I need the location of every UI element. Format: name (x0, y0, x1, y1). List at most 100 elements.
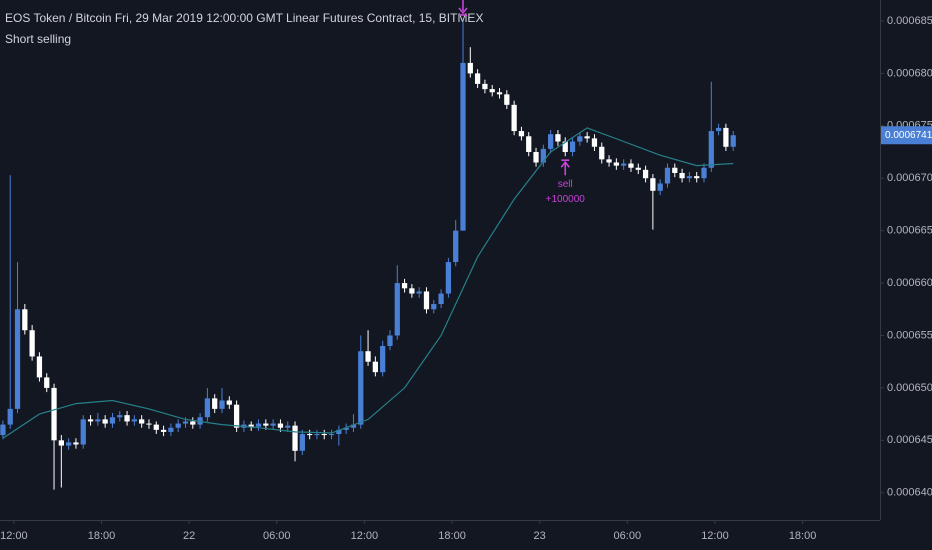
candle-body (715, 127, 722, 132)
candle-body (7, 408, 13, 425)
candle-body (139, 419, 145, 424)
candle-body (314, 434, 320, 436)
candle-body (307, 434, 313, 436)
candle-body (650, 178, 656, 191)
candle-body (613, 162, 619, 166)
candle-body (548, 134, 554, 149)
candle-body (423, 291, 430, 310)
candle-body (343, 427, 349, 430)
candle-body (730, 135, 736, 147)
candle-body (124, 415, 130, 422)
candle-body (146, 423, 152, 425)
candle-body (117, 415, 123, 418)
candle-body (438, 293, 444, 305)
moving-average-line (2, 127, 734, 439)
candle-body (44, 377, 50, 388)
candle-body (365, 351, 371, 362)
candle-body (569, 141, 576, 153)
x-tick-label: 18:00 (438, 530, 466, 542)
candle-body (248, 424, 254, 427)
x-tick-label: 22 (183, 530, 195, 542)
candle-body (599, 146, 605, 160)
candle-body (219, 400, 225, 409)
candle-body (708, 131, 714, 168)
candle-body (80, 419, 86, 445)
candle-body (131, 419, 138, 422)
candle-body (416, 291, 422, 294)
annotation-arrow (458, 0, 468, 16)
x-tick-label: 12:00 (701, 530, 729, 542)
annotation-note: +100000 (546, 194, 586, 205)
x-tick-label: 23 (534, 530, 546, 542)
candle-body (555, 134, 561, 142)
x-tick-label: 18:00 (789, 530, 817, 542)
candle-body (299, 434, 305, 451)
annotation-label: sell (558, 179, 573, 190)
candle-body (584, 136, 590, 139)
candle-body (87, 419, 94, 422)
candle-body (723, 127, 729, 147)
last-price-label: 0.0006741 (885, 130, 932, 141)
candle-body (460, 62, 466, 231)
x-tick-label: 06:00 (614, 530, 642, 542)
candle-body (496, 92, 503, 95)
candle-body (504, 94, 510, 105)
candle-body (285, 425, 291, 428)
candle-body (168, 427, 174, 432)
candle-body (255, 423, 262, 427)
candle-body (380, 345, 386, 373)
candle-body (350, 424, 357, 428)
candle-body (212, 398, 218, 409)
candle-body (489, 89, 495, 93)
candle-body (701, 167, 707, 179)
candle-body (336, 429, 342, 435)
last-price-box (881, 126, 932, 145)
candle-body (621, 163, 627, 166)
candle-body (482, 83, 488, 90)
candle-body (474, 73, 481, 84)
candle-body (95, 419, 101, 422)
candle-body (292, 425, 298, 451)
candle-body (190, 421, 196, 425)
candle-body (29, 330, 35, 357)
candle-body (664, 167, 671, 184)
candle-body (58, 440, 64, 446)
candle-body (635, 167, 641, 170)
candle-body (577, 136, 583, 142)
candle-body (263, 423, 269, 426)
candle-body (562, 141, 568, 153)
candle-body (160, 429, 167, 432)
candle-body (73, 442, 79, 445)
candle-body (694, 176, 700, 179)
candle-body (657, 183, 663, 191)
candle-body (270, 423, 276, 426)
x-tick-label: 12:00 (0, 530, 28, 542)
candle-body (642, 169, 649, 179)
candle-body (358, 351, 364, 425)
annotation-arrow (560, 159, 570, 176)
candle-body (153, 424, 159, 430)
candle-body (51, 387, 57, 441)
candle-body (372, 361, 378, 373)
candle-body (453, 230, 459, 263)
candle-body (679, 172, 685, 179)
x-tick-label: 12:00 (351, 530, 379, 542)
candle-body (387, 335, 393, 346)
candle-body (686, 176, 693, 179)
y-tick-label: 0.0006850 (887, 15, 932, 27)
indicator-name: Short selling (5, 32, 71, 46)
candle-body (606, 159, 612, 163)
candle-body (182, 421, 189, 424)
candle-body (672, 167, 678, 173)
candle-body (518, 131, 525, 137)
